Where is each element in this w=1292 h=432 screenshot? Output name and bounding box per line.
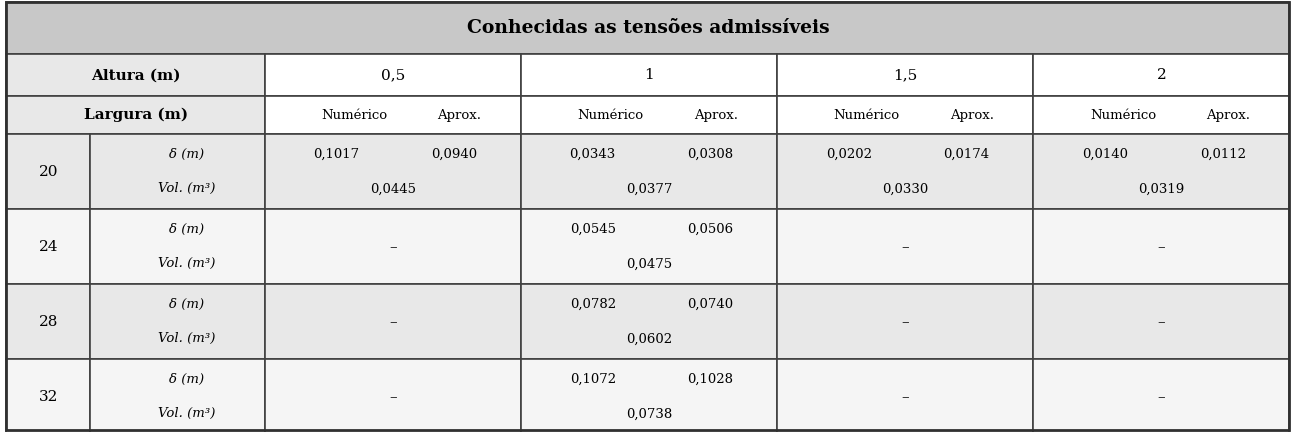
Bar <box>1034 134 1289 209</box>
Text: –: – <box>389 314 397 329</box>
Text: –: – <box>1158 240 1165 254</box>
Bar <box>265 284 521 359</box>
Bar <box>6 209 90 284</box>
Text: 0,0330: 0,0330 <box>882 182 929 195</box>
Text: Vol. (m³): Vol. (m³) <box>158 182 214 195</box>
Text: 0,0319: 0,0319 <box>1138 182 1185 195</box>
Text: 0,0140: 0,0140 <box>1081 148 1128 161</box>
Text: 0,0308: 0,0308 <box>687 148 734 161</box>
Text: 0,0602: 0,0602 <box>627 332 672 346</box>
Text: 0,0740: 0,0740 <box>687 298 734 311</box>
Text: 0,0377: 0,0377 <box>625 182 672 195</box>
Text: Aprox.: Aprox. <box>438 109 482 122</box>
Text: Largura (m): Largura (m) <box>84 108 187 122</box>
Bar <box>90 134 265 209</box>
Text: Vol. (m³): Vol. (m³) <box>158 332 214 346</box>
Text: Aprox.: Aprox. <box>694 109 738 122</box>
Text: 0,0782: 0,0782 <box>570 298 616 311</box>
Text: Conhecidas as tensões admissíveis: Conhecidas as tensões admissíveis <box>466 19 829 37</box>
Text: Numérico: Numérico <box>322 109 388 122</box>
Bar <box>265 209 521 284</box>
Text: –: – <box>902 240 910 254</box>
Bar <box>90 284 265 359</box>
Text: 0,0940: 0,0940 <box>432 148 478 161</box>
Bar <box>6 54 265 96</box>
Text: 0,5: 0,5 <box>381 68 406 82</box>
Text: 0,1072: 0,1072 <box>570 373 616 386</box>
Text: 0,0445: 0,0445 <box>370 182 416 195</box>
Text: –: – <box>902 314 910 329</box>
Text: –: – <box>389 240 397 254</box>
Bar <box>776 134 1034 209</box>
Text: 0,0475: 0,0475 <box>627 257 672 270</box>
Text: 28: 28 <box>39 314 58 329</box>
Bar <box>1034 209 1289 284</box>
Bar <box>265 134 521 209</box>
Text: 0,0545: 0,0545 <box>570 223 616 236</box>
Text: –: – <box>1158 314 1165 329</box>
Text: Numérico: Numérico <box>1090 109 1156 122</box>
Bar <box>521 54 776 96</box>
Text: δ (m): δ (m) <box>169 223 204 236</box>
Bar <box>521 284 776 359</box>
Text: 24: 24 <box>39 240 58 254</box>
Bar <box>6 2 1289 54</box>
Bar <box>6 134 90 209</box>
Text: 0,1017: 0,1017 <box>314 148 359 161</box>
Bar <box>1034 54 1289 96</box>
Text: 0,0112: 0,0112 <box>1200 148 1245 161</box>
Bar <box>265 54 521 96</box>
Text: 0,0506: 0,0506 <box>687 223 734 236</box>
Bar <box>1034 96 1289 134</box>
Bar <box>1034 284 1289 359</box>
Bar <box>90 359 265 432</box>
Bar <box>776 96 1034 134</box>
Bar <box>776 209 1034 284</box>
Text: 20: 20 <box>39 165 58 179</box>
Text: 0,0343: 0,0343 <box>570 148 616 161</box>
Text: Aprox.: Aprox. <box>1205 109 1249 122</box>
Text: 0,0202: 0,0202 <box>826 148 872 161</box>
Bar <box>90 209 265 284</box>
Text: δ (m): δ (m) <box>169 373 204 386</box>
Bar <box>1034 359 1289 432</box>
Bar <box>521 96 776 134</box>
Bar <box>776 284 1034 359</box>
Text: 0,0174: 0,0174 <box>943 148 990 161</box>
Text: 1: 1 <box>645 68 654 82</box>
Text: –: – <box>902 390 910 403</box>
Bar <box>265 359 521 432</box>
Bar <box>521 134 776 209</box>
Text: Vol. (m³): Vol. (m³) <box>158 407 214 420</box>
Text: Altura (m): Altura (m) <box>90 68 181 82</box>
Text: 0,0738: 0,0738 <box>625 407 672 420</box>
Bar <box>6 96 265 134</box>
Bar <box>6 284 90 359</box>
Text: 0,1028: 0,1028 <box>687 373 734 386</box>
Text: –: – <box>389 390 397 403</box>
Text: 32: 32 <box>39 390 58 403</box>
Text: Numérico: Numérico <box>578 109 643 122</box>
Text: Numérico: Numérico <box>833 109 899 122</box>
Bar <box>776 54 1034 96</box>
Text: Aprox.: Aprox. <box>950 109 994 122</box>
Bar <box>521 359 776 432</box>
Bar <box>265 96 521 134</box>
Bar <box>776 359 1034 432</box>
Bar <box>521 209 776 284</box>
Bar <box>6 359 90 432</box>
Text: δ (m): δ (m) <box>169 298 204 311</box>
Text: 2: 2 <box>1156 68 1167 82</box>
Text: 1,5: 1,5 <box>893 68 917 82</box>
Text: Vol. (m³): Vol. (m³) <box>158 257 214 270</box>
Text: δ (m): δ (m) <box>169 148 204 161</box>
Text: –: – <box>1158 390 1165 403</box>
